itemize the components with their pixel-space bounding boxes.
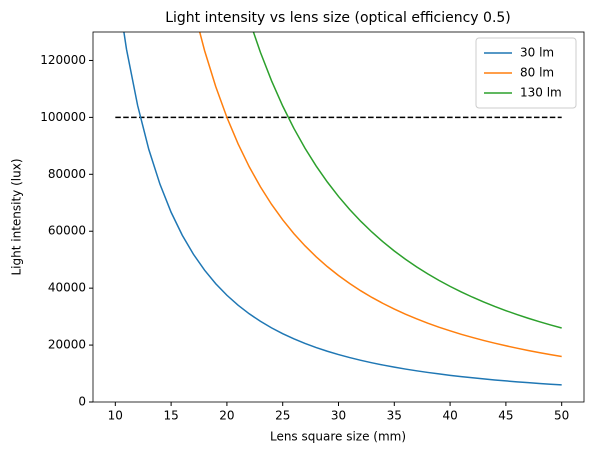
series-line bbox=[123, 32, 562, 386]
y-tick-label: 100000 bbox=[40, 110, 86, 124]
legend-box bbox=[475, 37, 577, 109]
y-tick-label: 20000 bbox=[48, 338, 86, 352]
y-tick-label: 80000 bbox=[48, 167, 86, 181]
y-tick-label: 0 bbox=[78, 395, 86, 409]
x-tick-label: 10 bbox=[108, 409, 123, 423]
legend-label: 30 lm bbox=[520, 46, 554, 60]
legend-label: 80 lm bbox=[520, 66, 554, 80]
x-tick-label: 30 bbox=[331, 409, 346, 423]
chart-title: Light intensity vs lens size (optical ef… bbox=[165, 10, 511, 26]
x-tick-label: 20 bbox=[219, 409, 234, 423]
x-tick-label: 15 bbox=[163, 409, 178, 423]
y-tick-label: 120000 bbox=[40, 53, 86, 67]
x-tick-label: 25 bbox=[275, 409, 290, 423]
x-tick-label: 35 bbox=[387, 409, 402, 423]
series-line bbox=[252, 32, 562, 329]
x-axis-label: Lens square size (mm) bbox=[270, 430, 406, 444]
y-tick-label: 40000 bbox=[48, 281, 86, 295]
x-tick-label: 40 bbox=[442, 409, 457, 423]
x-tick-label: 50 bbox=[554, 409, 569, 423]
y-tick-label: 60000 bbox=[48, 224, 86, 238]
plot-area bbox=[115, 32, 562, 386]
x-tick-label: 45 bbox=[498, 409, 513, 423]
series-line bbox=[198, 32, 562, 358]
legend-label: 130 lm bbox=[520, 86, 562, 100]
plot-frame bbox=[92, 31, 585, 403]
y-axis-label: Light intensity (lux) bbox=[10, 158, 24, 275]
